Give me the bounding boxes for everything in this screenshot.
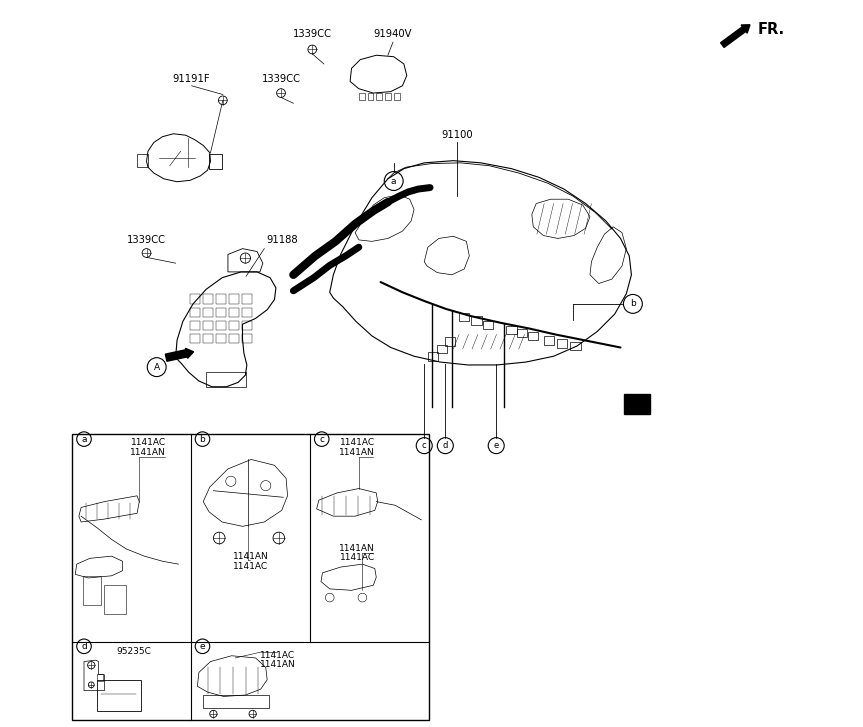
Bar — [83, 576, 101, 605]
Bar — [557, 339, 568, 348]
Bar — [230, 294, 239, 304]
Bar — [570, 342, 581, 350]
Bar — [217, 334, 226, 343]
Bar — [459, 313, 469, 321]
Bar — [385, 93, 391, 100]
Bar — [203, 294, 212, 304]
Text: FR.: FR. — [757, 22, 784, 36]
Text: c: c — [319, 435, 324, 443]
Bar — [72, 434, 429, 720]
Text: e: e — [199, 642, 205, 651]
Bar — [206, 372, 246, 387]
Bar — [517, 329, 527, 337]
Text: 1141AN: 1141AN — [339, 448, 375, 457]
Bar — [209, 154, 222, 169]
Bar — [203, 308, 212, 317]
Text: 1141AC: 1141AC — [131, 438, 167, 447]
Text: 1141AC: 1141AC — [340, 438, 375, 447]
Bar — [217, 308, 226, 317]
Text: 91191F: 91191F — [173, 73, 211, 84]
Text: 1141AN: 1141AN — [233, 553, 268, 561]
Bar — [243, 308, 252, 317]
Bar — [203, 321, 212, 330]
Bar — [190, 294, 199, 304]
Text: 1141AN: 1141AN — [260, 660, 295, 669]
Bar — [528, 332, 539, 340]
Text: a: a — [81, 435, 87, 443]
Bar — [368, 93, 374, 100]
Text: 1141AC: 1141AC — [260, 651, 295, 659]
Text: c: c — [422, 441, 426, 450]
Bar — [243, 321, 252, 330]
Text: d: d — [81, 642, 87, 651]
Bar — [243, 294, 252, 304]
Bar — [217, 294, 226, 304]
Bar — [137, 154, 148, 167]
Bar — [230, 334, 239, 343]
Bar — [545, 336, 554, 345]
Bar — [104, 585, 126, 614]
Bar — [190, 321, 199, 330]
FancyArrow shape — [721, 25, 750, 47]
Text: 1141AN: 1141AN — [339, 544, 375, 553]
Bar — [394, 93, 400, 100]
Text: 91100: 91100 — [441, 129, 473, 140]
Bar — [97, 680, 141, 711]
Bar — [359, 93, 364, 100]
Bar — [624, 394, 650, 414]
Text: 1339CC: 1339CC — [261, 73, 300, 84]
Text: a: a — [391, 177, 396, 185]
Text: b: b — [630, 300, 636, 308]
Bar — [483, 321, 494, 329]
Text: 1141AC: 1141AC — [233, 562, 268, 571]
Text: A: A — [154, 363, 160, 371]
Bar — [471, 316, 482, 325]
Text: d: d — [443, 441, 448, 450]
Text: 91940V: 91940V — [374, 29, 413, 39]
Bar — [217, 321, 226, 330]
Bar — [203, 695, 268, 708]
Bar — [428, 352, 438, 361]
Text: 91188: 91188 — [266, 235, 298, 245]
Text: 95235C: 95235C — [116, 647, 151, 656]
Text: 1141AN: 1141AN — [130, 448, 167, 457]
Text: b: b — [199, 435, 205, 443]
Text: 1141AC: 1141AC — [340, 553, 375, 562]
Bar — [444, 337, 455, 346]
Bar — [438, 345, 448, 353]
FancyArrow shape — [166, 348, 193, 361]
Bar — [190, 308, 199, 317]
Text: 1339CC: 1339CC — [127, 235, 166, 245]
Bar — [230, 321, 239, 330]
Bar — [190, 334, 199, 343]
Bar — [243, 334, 252, 343]
Bar — [507, 326, 517, 334]
Text: 1339CC: 1339CC — [293, 29, 331, 39]
Text: e: e — [494, 441, 499, 450]
Bar — [376, 93, 382, 100]
Bar — [203, 334, 212, 343]
Bar — [230, 308, 239, 317]
Bar — [97, 674, 103, 681]
